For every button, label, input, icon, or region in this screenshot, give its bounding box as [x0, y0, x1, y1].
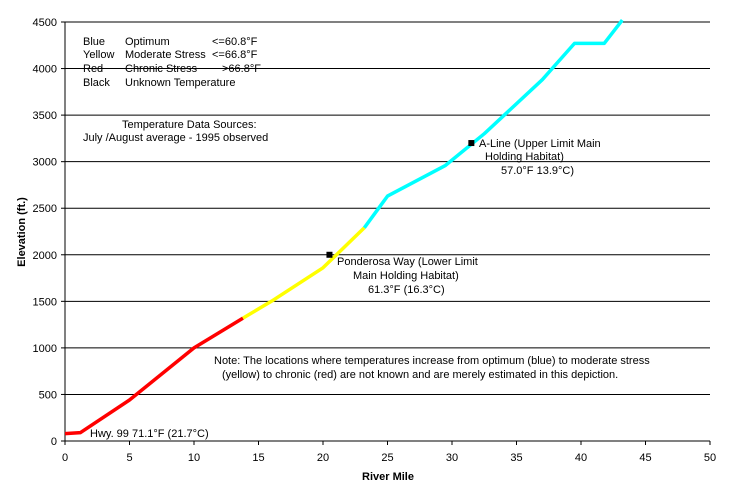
- legend-color-1: Yellow: [83, 49, 114, 61]
- x-tick-label-4: 20: [317, 452, 329, 464]
- x-tick-label-10: 50: [704, 452, 716, 464]
- aline-label-3: 57.0°F 13.9°C): [501, 165, 574, 177]
- sources-detail: July /August average - 1995 observed: [83, 132, 268, 144]
- x-tick-label-8: 40: [575, 452, 587, 464]
- series-line-optimum: [362, 19, 624, 229]
- point-markers: [326, 140, 475, 258]
- x-tick-label-0: 0: [62, 452, 68, 464]
- x-tick-label-7: 35: [510, 452, 522, 464]
- legend-label-3: Unknown Temperature: [125, 77, 235, 89]
- note-line-2: (yellow) to chronic (red) are not known …: [222, 369, 618, 381]
- y-tick-label-8: 4000: [33, 64, 57, 76]
- x-tick-label-6: 30: [446, 452, 458, 464]
- y-tick-label-6: 3000: [33, 157, 57, 169]
- legend-color-3: Black: [83, 77, 110, 89]
- point-marker-0: [326, 251, 333, 258]
- ponderosa-label-1: Ponderosa Way (Lower Limit: [337, 256, 478, 268]
- y-tick-label-4: 2000: [33, 250, 57, 262]
- x-tick-label-2: 10: [188, 452, 200, 464]
- y-tick-label-3: 1500: [33, 296, 57, 308]
- x-tick-label-3: 15: [252, 452, 264, 464]
- y-tick-label-9: 4500: [33, 17, 57, 29]
- hwy-label: Hwy. 99 71.1°F (21.7°C): [90, 428, 209, 440]
- axes: [64, 22, 710, 442]
- legend-range-0: <=60.8°F: [212, 36, 258, 48]
- series-line-moderate-stress: [242, 226, 366, 320]
- y-tick-label-1: 500: [39, 389, 57, 401]
- ponderosa-label-2: Main Holding Habitat): [353, 270, 459, 282]
- aline-label-1: A-Line (Upper Limit Main: [479, 138, 601, 150]
- y-axis-title: Elevation (ft.): [16, 197, 28, 267]
- legend-label-1: Moderate Stress: [125, 49, 206, 61]
- legend-color-2: Red: [83, 63, 103, 75]
- point-marker-1: [468, 140, 475, 147]
- y-tick-label-5: 2500: [33, 203, 57, 215]
- aline-label-2: Holding Habitat): [485, 151, 564, 163]
- gridlines: [61, 21, 711, 445]
- legend-color-0: Blue: [83, 36, 105, 48]
- legend-label-2: Chronic Stress: [125, 63, 198, 75]
- legend: Blue Optimum <=60.8°F Yellow Moderate St…: [83, 36, 261, 89]
- x-axis-title: River Mile: [362, 471, 414, 483]
- legend-range-1: <=66.8°F: [212, 49, 258, 61]
- y-tick-labels: 0 500 1000 1500 2000 2500 3000 3500 4000 4500: [33, 17, 57, 448]
- y-tick-label-0: 0: [51, 436, 57, 448]
- x-tick-label-1: 5: [126, 452, 132, 464]
- series-lines: [64, 19, 624, 436]
- x-tick-labels: 0 5 10 15 20 25 30 35 40 45 50: [62, 452, 716, 464]
- y-tick-label-2: 1000: [33, 343, 57, 355]
- x-tick-label-5: 25: [381, 452, 393, 464]
- series-line-chronic-stress: [64, 316, 244, 436]
- ponderosa-label-3: 61.3°F (16.3°C): [368, 284, 445, 296]
- legend-label-0: Optimum: [125, 36, 170, 48]
- x-tick-label-9: 45: [639, 452, 651, 464]
- sources-heading: Temperature Data Sources:: [122, 119, 257, 131]
- legend-range-2: >66.8°F: [222, 63, 261, 75]
- y-tick-label-7: 3500: [33, 110, 57, 122]
- note-line-1: Note: The locations where temperatures i…: [214, 355, 650, 367]
